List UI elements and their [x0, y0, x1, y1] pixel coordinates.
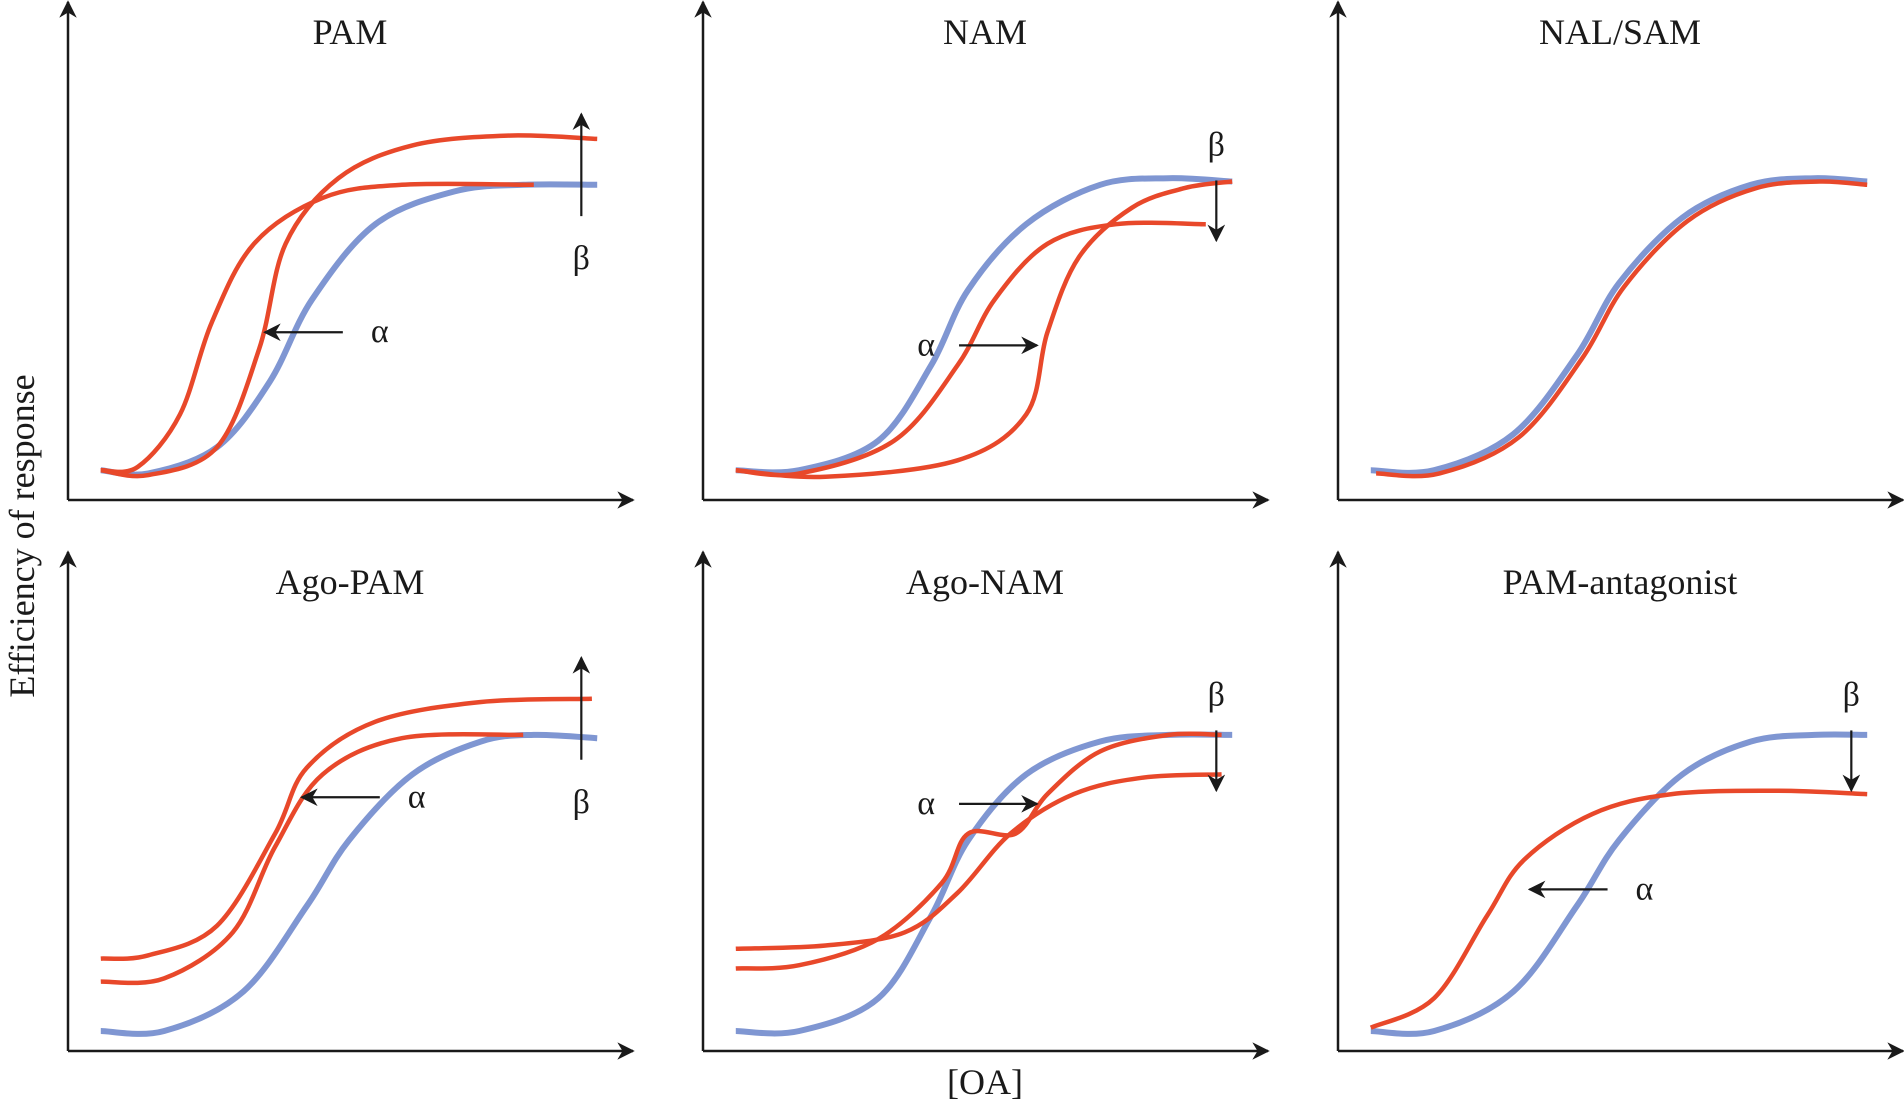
y-axis-label: Efficiency of response: [2, 374, 42, 698]
beta-annotation: β: [1207, 676, 1226, 793]
annotation-label: α: [408, 778, 426, 815]
x-axis-label: [OA]: [947, 1062, 1023, 1102]
curve-agonist-baseline: [735, 731, 1222, 971]
annotation-label: α: [1636, 870, 1654, 907]
panel-title: NAM: [943, 12, 1027, 52]
curve-alpha-shifted: [100, 181, 534, 475]
annotation-label: α: [371, 313, 389, 350]
curve-modulated: [1369, 788, 1868, 1030]
annotation-label: α: [917, 326, 935, 363]
annotation-label: β: [573, 240, 590, 277]
beta-annotation: β: [1842, 676, 1861, 793]
panel-title: PAM-antagonist: [1503, 562, 1738, 602]
annotation-label: β: [573, 784, 590, 821]
beta-annotation: β: [572, 112, 591, 277]
curve-alpha-shifted: [100, 732, 524, 986]
panel-title: PAM: [313, 12, 388, 52]
curve-modulated: [1376, 179, 1868, 479]
curve-beta-raised: [100, 133, 598, 479]
panel-ago-nam: Ago-NAM α β: [694, 550, 1270, 1060]
alpha-annotation: α: [917, 785, 1039, 822]
panel-nal-sam: NAL/SAM: [1329, 0, 1904, 509]
curve-control: [100, 181, 598, 478]
curve-control: [1370, 731, 1868, 1037]
curve-beta-raised: [100, 696, 592, 962]
panel-title: Ago-PAM: [276, 562, 425, 602]
alpha-annotation: α: [917, 326, 1039, 363]
panel-pam-antagonist: PAM-antagonist α β: [1329, 550, 1904, 1060]
beta-annotation: β: [572, 656, 591, 821]
curve-alpha-beta-shifted: [735, 179, 1233, 480]
annotation-label: β: [1208, 126, 1225, 163]
panel-title: Ago-NAM: [906, 562, 1064, 602]
alpha-annotation: α: [300, 778, 426, 815]
panel-nam: NAM α β: [694, 0, 1270, 509]
annotation-label: α: [917, 785, 935, 822]
panel-ago-pam: Ago-PAM α β: [59, 550, 635, 1060]
alpha-annotation: α: [263, 313, 389, 350]
curve-control: [100, 731, 598, 1037]
beta-annotation: β: [1207, 126, 1226, 243]
alpha-annotation: α: [1527, 870, 1654, 907]
panel-pam: PAM α β: [59, 0, 635, 509]
panel-title: NAL/SAM: [1539, 12, 1701, 52]
curve-control: [735, 731, 1233, 1037]
curve-alpha-shifted: [735, 220, 1206, 478]
curve-control: [735, 175, 1233, 476]
annotation-label: β: [1208, 676, 1225, 713]
curve-alpha-shifted: [735, 772, 1222, 952]
curve-control: [1370, 175, 1868, 476]
annotation-label: β: [1843, 676, 1860, 713]
